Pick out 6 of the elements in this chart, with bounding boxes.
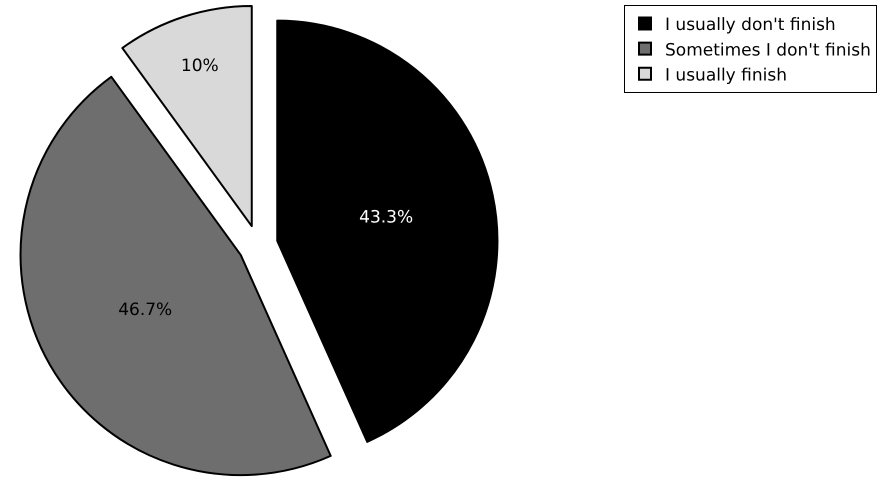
legend-label: I usually don't finish — [665, 15, 836, 36]
data-label: 43.3% — [359, 208, 414, 228]
data-label: 46.7% — [118, 300, 172, 320]
legend-label: I usually finish — [665, 65, 787, 86]
legend-label: Sometimes I don't finish — [665, 40, 871, 60]
data-label: 10% — [180, 56, 219, 76]
